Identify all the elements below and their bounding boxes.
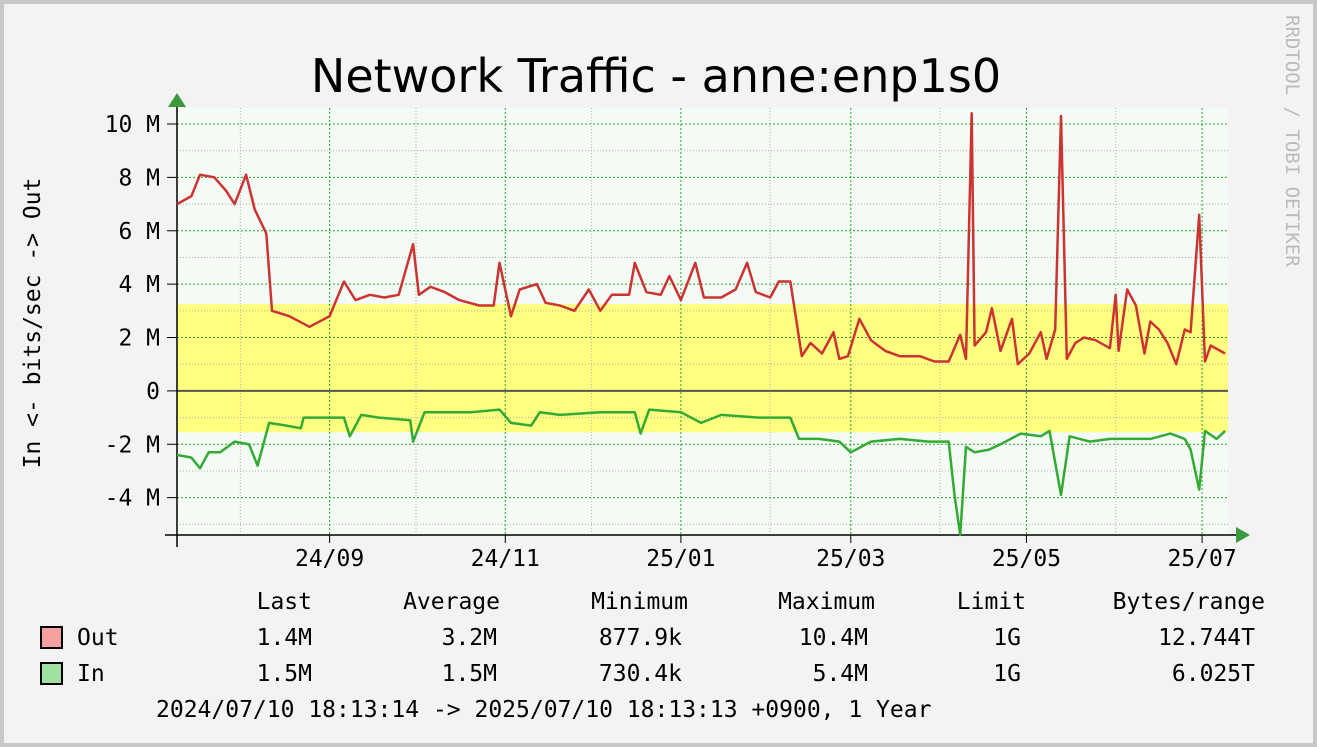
stats-value: 5.4M bbox=[813, 661, 868, 687]
series-line bbox=[176, 408, 1226, 537]
legend-label: Out bbox=[77, 625, 119, 651]
stats-value: 730.4k bbox=[599, 661, 682, 687]
y-axis-arrow bbox=[168, 93, 186, 107]
stats-header: Minimum bbox=[591, 589, 688, 615]
stats-value: 1.5M bbox=[257, 661, 312, 687]
watermark: RRDTOOL / TOBI OETIKER bbox=[1281, 15, 1303, 267]
stats-value: 1G bbox=[993, 625, 1021, 651]
x-axis-arrow bbox=[1236, 527, 1250, 543]
stats-value: 10.4M bbox=[799, 625, 868, 651]
y-axis-label: In <- bits/sec -> Out bbox=[20, 178, 46, 469]
y-tick-label: 2 M bbox=[118, 326, 160, 352]
stats-header: Limit bbox=[957, 589, 1026, 615]
x-tick-label: 25/01 bbox=[646, 546, 715, 572]
stats-header: Maximum bbox=[778, 589, 875, 615]
y-tick-label: -2 M bbox=[105, 432, 160, 458]
average-band bbox=[177, 304, 1228, 433]
y-tick-label: -4 M bbox=[105, 486, 160, 512]
stats-value: 6.025T bbox=[1172, 661, 1255, 687]
legend-swatch bbox=[40, 626, 63, 649]
x-tick-label: 25/05 bbox=[992, 546, 1061, 572]
y-tick-label: 8 M bbox=[118, 165, 160, 191]
footer: 2024/07/10 18:13:14 -> 2025/07/10 18:13:… bbox=[156, 697, 931, 723]
y-tick-label: 4 M bbox=[118, 272, 160, 298]
chart-title: Network Traffic - anne:enp1s0 bbox=[311, 49, 1001, 103]
x-tick-label: 24/11 bbox=[471, 546, 540, 572]
stats-value: 1.5M bbox=[442, 661, 497, 687]
stats-value: 3.2M bbox=[442, 625, 497, 651]
stats-value: 877.9k bbox=[599, 625, 682, 651]
x-tick-label: 25/03 bbox=[816, 546, 885, 572]
stats-header: Last bbox=[257, 589, 312, 615]
stats-value: 12.744T bbox=[1158, 625, 1255, 651]
y-tick-label: 0 bbox=[146, 379, 160, 405]
stats-header: Average bbox=[403, 589, 500, 615]
x-tick-label: 24/09 bbox=[295, 546, 364, 572]
legend-swatch bbox=[40, 662, 63, 685]
y-tick-label: 10 M bbox=[105, 112, 160, 138]
stats-value: 1G bbox=[993, 661, 1021, 687]
x-tick-label: 25/07 bbox=[1167, 546, 1236, 572]
legend-label: In bbox=[77, 661, 105, 687]
stats-value: 1.4M bbox=[257, 625, 312, 651]
series-line bbox=[176, 112, 1226, 366]
stats-header: Bytes/range bbox=[1113, 589, 1265, 615]
y-tick-label: 6 M bbox=[118, 219, 160, 245]
